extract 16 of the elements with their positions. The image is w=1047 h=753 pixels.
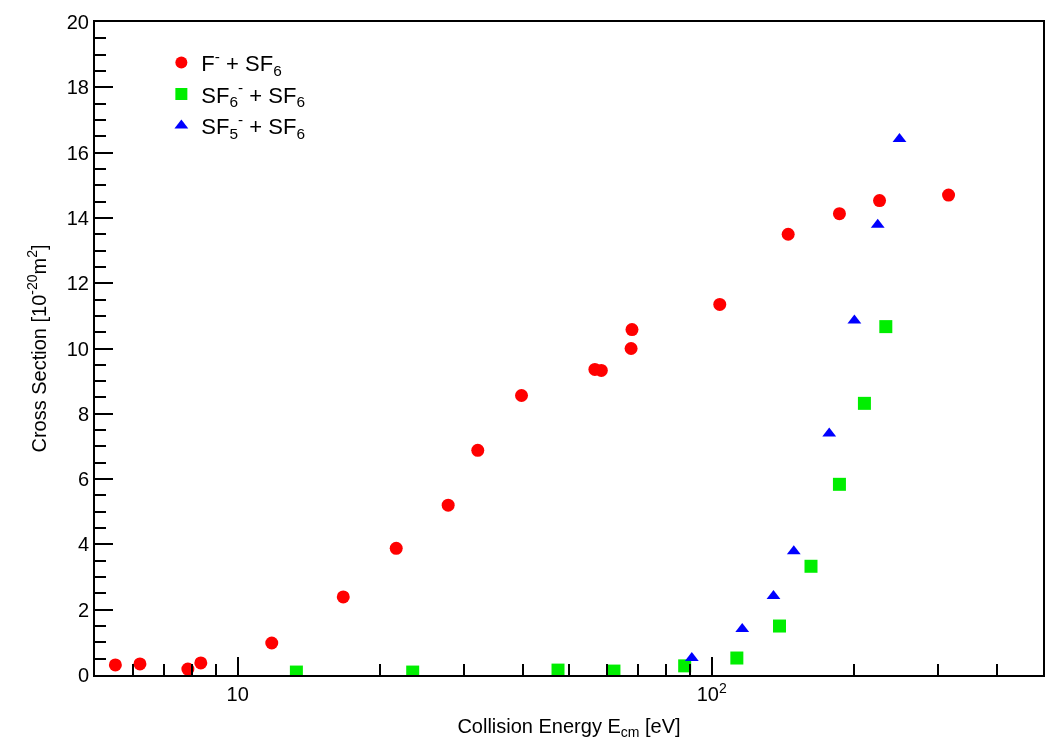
y-tick-label: 0 bbox=[77, 664, 89, 686]
y-tick-label: 2 bbox=[77, 598, 89, 621]
y-tick-label: 4 bbox=[77, 533, 89, 556]
y-tick-label: 12 bbox=[66, 272, 89, 295]
legend-label: SF$_{5}$$^{-}$ + SF$_{6}$ bbox=[201, 110, 305, 142]
x-axis-title: Collision Energy E$_{cm}$ [eV] bbox=[457, 715, 681, 741]
y-tick-label: 10 bbox=[66, 337, 89, 360]
legend-label: F$^{-}$ + SF$_{6}$ bbox=[201, 47, 282, 79]
y-tick-label: 18 bbox=[66, 76, 89, 99]
y-tick-label: 14 bbox=[66, 206, 89, 229]
y-tick-label: 6 bbox=[77, 468, 89, 491]
y-tick-label: 16 bbox=[66, 141, 89, 164]
y-tick-label: 20 bbox=[66, 11, 89, 33]
x-tick-label: 10$^{2}$ bbox=[696, 679, 727, 705]
legend-label: SF$_{6}$$^{-}$ + SF$_{6}$ bbox=[201, 79, 305, 111]
y-tick-label: 8 bbox=[77, 402, 89, 425]
